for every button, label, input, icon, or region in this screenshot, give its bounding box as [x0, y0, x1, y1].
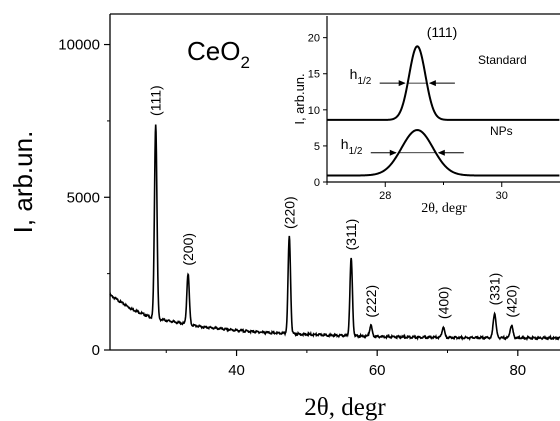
inset-plot: 28 30 0 5 10 15 20 h1/2 h1/2 (111) Standard NP… [292, 16, 560, 216]
main-y-tick-label: 5000 [67, 189, 100, 206]
arrowhead-right [428, 80, 436, 87]
inset-curve-nps [327, 129, 560, 177]
arrowhead-right [437, 149, 445, 156]
main-y-label: I, arb.un. [8, 131, 38, 234]
peak-label: (222) [363, 285, 379, 318]
peak-label: (420) [503, 285, 519, 318]
inset-curve-standard [327, 45, 560, 121]
inset-y-ticks: 0 5 10 15 20 [308, 33, 327, 189]
chart-title: CeO2 [187, 36, 250, 72]
main-y-tick-label: 0 [92, 342, 100, 359]
inset-background [327, 16, 560, 182]
main-x-tick-label: 60 [369, 362, 386, 379]
peak-label: (331) [487, 273, 503, 306]
inset-y-tick-label: 15 [308, 69, 320, 81]
inset-y-tick-label: 5 [314, 141, 320, 153]
half-width-label: h1/2 [341, 136, 363, 157]
peak-label: (400) [435, 286, 451, 319]
inset-series-label-nps: NPs [490, 124, 513, 138]
main-x-ticks: 40 60 80 [165, 350, 526, 379]
inset-x-tick-label: 30 [496, 190, 508, 202]
inset-y-tick-label: 20 [308, 33, 320, 45]
peak-label: (111) [148, 85, 164, 116]
arrowhead-left [398, 80, 406, 87]
main-x-tick-label: 80 [509, 362, 526, 379]
main-x-tick-label: 40 [228, 362, 245, 379]
main-y-tick-label: 10000 [58, 37, 100, 54]
inset-x-tick-label: 28 [379, 190, 391, 202]
inset-x-ticks: 28 30 [326, 182, 508, 202]
half-width-label: h1/2 [350, 66, 372, 87]
arrowhead-left [389, 149, 397, 156]
peak-label: (200) [180, 233, 196, 266]
inset-peak-label: (111) [427, 24, 458, 40]
peak-labels: (111) (200) (220) (311) (222) (400) (331) (420) [148, 85, 520, 319]
main-diffraction-curve [109, 124, 560, 342]
inset-y-tick-label: 10 [308, 105, 320, 117]
inset-series-label-standard: Standard [478, 53, 527, 67]
main-plot: 40 60 80 0 5000 10000 (111) (200) (220) (311) (2… [8, 13, 560, 421]
peak-label: (311) [343, 219, 359, 251]
inset-y-label: I, arb.un. [292, 73, 307, 124]
inset-y-tick-label: 0 [314, 177, 320, 189]
inset-x-label: 2θ, degr [421, 201, 467, 216]
inset-annotations: h1/2 h1/2 [341, 66, 464, 157]
main-y-ticks: 0 5000 10000 [58, 37, 110, 359]
peak-label: (220) [281, 196, 297, 229]
main-x-label: 2θ, degr [304, 394, 386, 421]
